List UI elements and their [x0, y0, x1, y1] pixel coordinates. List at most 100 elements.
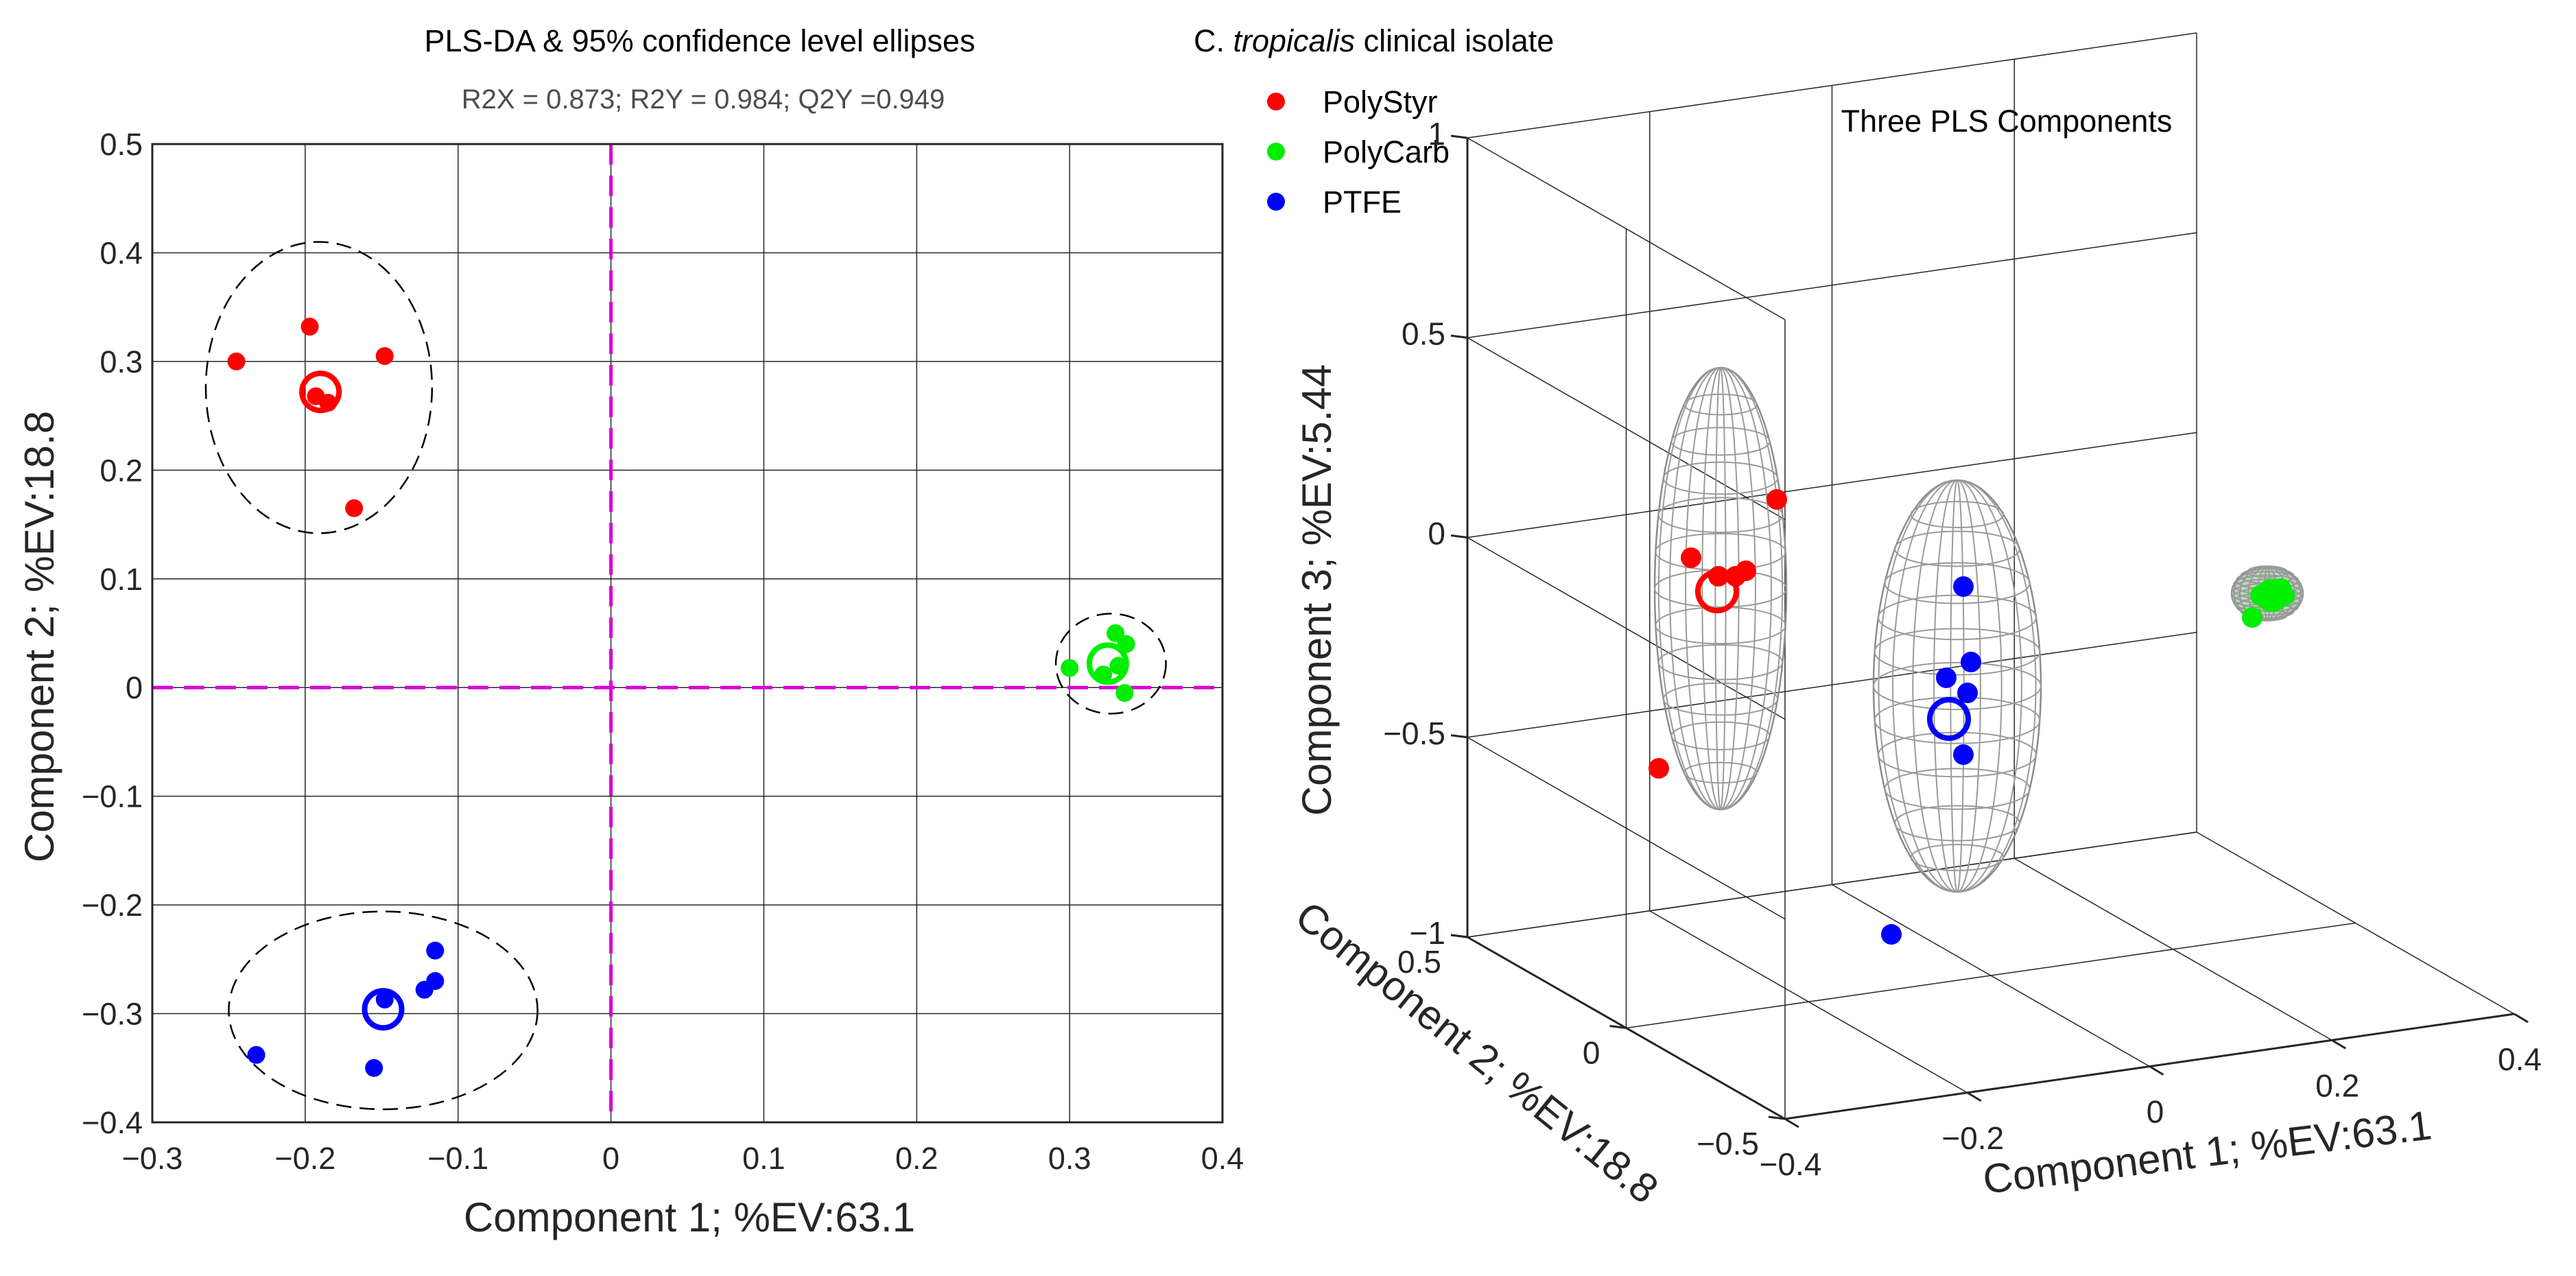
x-tick-label: 0.4 — [1201, 1141, 1244, 1176]
grid-line-side-z — [1467, 137, 1786, 320]
x-tick-label-3d: 0.2 — [2315, 1067, 2359, 1103]
grid-line-floor-y — [1626, 922, 2356, 1029]
point-polystyr — [375, 346, 394, 365]
grid-line-back-z — [1467, 32, 2197, 139]
point-polycarb — [1107, 624, 1124, 642]
y-tick-label: 0 — [126, 670, 143, 705]
reference-lines — [152, 144, 1222, 1122]
point-polystyr — [300, 318, 319, 336]
legend-entry-polystyr: PolyStyr — [1267, 84, 1438, 119]
y-tick-label: 0.2 — [99, 453, 143, 488]
y-tick-label: −0.2 — [82, 888, 143, 923]
ellipsoid-polystyr-parallel — [1670, 427, 1771, 456]
legend-marker — [1267, 193, 1285, 211]
confidence-ellipsoids — [1653, 366, 2304, 893]
confidence-ellipses — [204, 241, 1167, 1111]
y-tick-mark — [1609, 1025, 1627, 1029]
z-axis-label-3d: Component 3; %EV:5.44 — [1294, 364, 1340, 816]
point-polycarb — [1115, 684, 1134, 702]
ellipsoid-polystyr-meridian — [1657, 367, 1784, 810]
point-ptfe — [426, 941, 445, 960]
ellipsoid-ptfe-meridian — [1878, 480, 2037, 893]
ellipsoid-polystyr-outline — [1653, 366, 1788, 811]
legend-label: PolyCarb — [1323, 134, 1450, 169]
plot-area-2d — [152, 144, 1222, 1122]
ellipsoid-polystyr-parallel — [1670, 721, 1771, 751]
grid-line-side-z — [1467, 536, 1786, 720]
ellipsoid-polystyr-meridian — [1714, 367, 1727, 810]
x-axis-label-2d: Component 1; %EV:63.1 — [464, 1194, 915, 1240]
point3d-ptfe — [1961, 652, 1981, 672]
chart-2d: PLS-DA & 95% confidence level ellipses R… — [16, 23, 1244, 1240]
point3d-polycarb — [2242, 607, 2262, 628]
x-tick-label: −0.1 — [427, 1141, 488, 1176]
z-tick-label-3d: 0 — [1428, 516, 1445, 552]
legend-entry-polycarb: PolyCarb — [1267, 134, 1450, 169]
z-tick-mark — [1450, 334, 1468, 339]
point-polystyr — [307, 387, 325, 405]
point3d-ptfe — [1953, 576, 1974, 597]
point-ptfe — [247, 1045, 265, 1064]
chart-2d-title: PLS-DA & 95% confidence level ellipses — [425, 23, 976, 58]
chart-2d-subtitle: R2X = 0.873; R2Y = 0.984; Q2Y =0.949 — [462, 84, 945, 115]
y-tick-label: 0.4 — [99, 235, 143, 270]
ellipsoid-ptfe-parallel — [1910, 501, 2005, 528]
y-tick-label-3d: 0.5 — [1397, 944, 1441, 980]
x-tick-mark — [2514, 1013, 2529, 1024]
x-tick-mark — [2149, 1065, 2164, 1076]
z-tick-mark — [1450, 134, 1468, 139]
x-ticks-2d: −0.3 −0.2 −0.1 0 0.1 0.2 0.3 0.4 — [122, 1141, 1244, 1176]
ellipsoid-ptfe — [1872, 479, 2042, 893]
z-tick-mark — [1450, 534, 1468, 539]
ticks-3d: −0.4 −0.2 0 0.2 0.4 0.5 0 −0.5 1 0.5 0 −0.5 −1 — [1383, 116, 2542, 1182]
grid-line-back-z — [1467, 232, 2197, 338]
x-tick-label-3d: 0 — [2147, 1094, 2164, 1130]
x-tick-label: 0.3 — [1048, 1141, 1091, 1176]
y-tick-label: 0.3 — [99, 344, 143, 379]
grid-3d — [1467, 32, 2515, 1120]
ellipsoid-ptfe-parallel — [1894, 530, 2020, 567]
x-axis-label-3d: Component 1; %EV:63.1 — [1981, 1102, 2434, 1203]
legend-marker — [1267, 143, 1285, 161]
point-ptfe — [415, 980, 434, 999]
y-tick-label: −0.3 — [82, 997, 143, 1032]
y-tick-label: 0.1 — [99, 562, 143, 597]
ellipsoid-ptfe-parallel — [1884, 562, 2031, 604]
y-tick-label: −0.4 — [82, 1105, 143, 1140]
point-polycarb — [1061, 659, 1079, 677]
point-ptfe — [375, 990, 394, 1008]
centroid3d-polycarb — [2256, 579, 2289, 612]
y-tick-label-3d: 0 — [1583, 1035, 1600, 1071]
legend-marker — [1267, 93, 1285, 110]
legend-entry-ptfe: PTFE — [1267, 185, 1402, 220]
z-tick-mark — [1450, 934, 1468, 938]
point3d-polystyr — [1649, 758, 1669, 779]
ellipsoid-polystyr-parallel — [1662, 682, 1779, 716]
axes-box-2d — [151, 143, 1224, 1124]
point3d-ptfe — [1881, 924, 1902, 945]
legend-title: C. tropicalis clinical isolate — [1194, 23, 1554, 58]
ellipsoid-polystyr-parallel — [1655, 532, 1786, 571]
point3d-ptfe — [1953, 744, 1974, 765]
x-tick-mark — [2331, 1039, 2347, 1050]
ellipsoid-ptfe-parallel — [1874, 696, 2041, 744]
ellipsoid-ptfe-meridian — [1892, 480, 2022, 893]
point-polystyr — [227, 352, 246, 370]
ellipsoid-polystyr-parallel — [1657, 643, 1784, 681]
ellipsoid-polystyr-parallel — [1657, 497, 1784, 534]
ellipsoid-ptfe-parallel — [1884, 768, 2031, 810]
chart-3d: Three PLS Components −0.4 −0.2 0 0.2 0.4 0.5 0… — [1287, 32, 2542, 1212]
y-tick-label-3d: −0.5 — [1697, 1126, 1759, 1161]
ellipse-polycarb — [1054, 613, 1167, 715]
x-tick-label: 0.1 — [742, 1141, 785, 1176]
point-polystyr — [345, 499, 364, 517]
ellipsoid-polystyr — [1653, 366, 1788, 811]
ellipsoid-ptfe-parallel — [1910, 844, 2005, 871]
x-tick-mark — [1966, 1091, 1982, 1102]
x-tick-mark — [1784, 1118, 1799, 1129]
centroid-polystyr — [299, 370, 342, 414]
legend: C. tropicalis clinical isolate PolyStyr P… — [1194, 23, 1554, 220]
ellipsoid-polycarb-meridian — [2233, 567, 2302, 620]
data-points-2d — [227, 318, 1135, 1077]
